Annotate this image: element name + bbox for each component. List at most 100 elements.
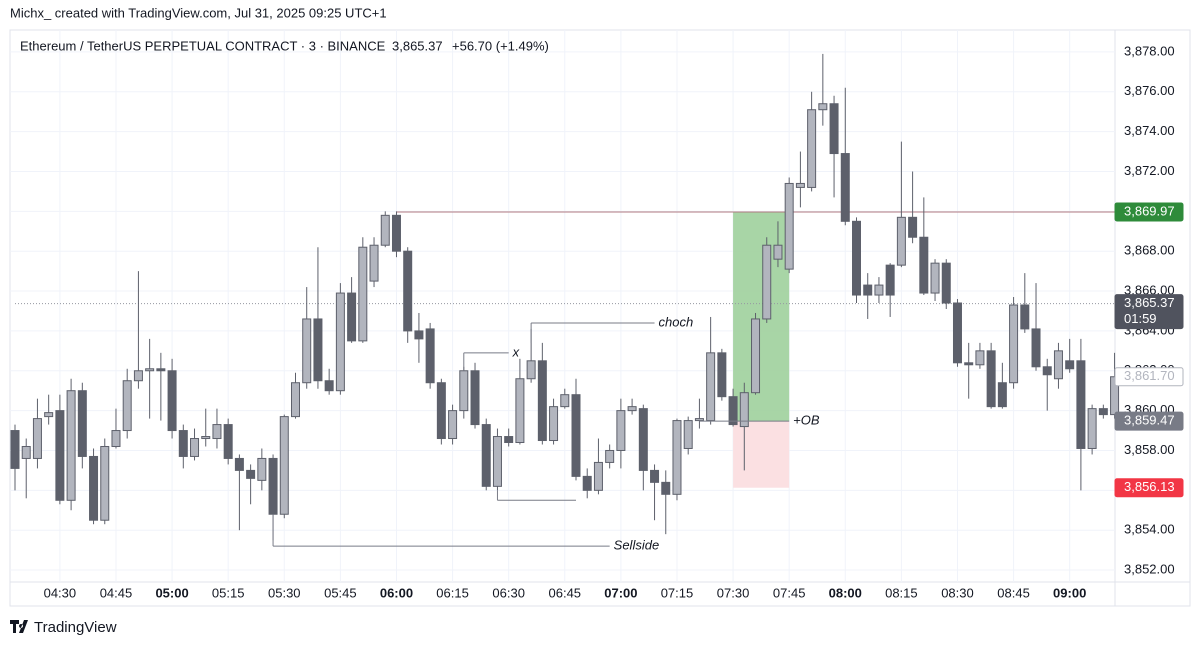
candle-body (324, 380, 334, 392)
brand: TradingView (34, 619, 117, 636)
candle-body (975, 350, 985, 366)
annotation-label: Sellside (614, 538, 660, 553)
candle-body (964, 362, 974, 366)
candle-body (313, 318, 323, 382)
candle-body (268, 457, 278, 515)
candle-body (852, 220, 861, 296)
candle-body (706, 352, 716, 422)
candle-body (627, 406, 637, 412)
x-tick-label: 08:30 (941, 585, 974, 600)
candle-body (448, 410, 458, 440)
candle-body (728, 396, 738, 426)
candle-body (593, 461, 603, 491)
y-tick-label: 3,872.00 (1124, 163, 1175, 178)
candle-body (77, 390, 87, 457)
candle-body (616, 410, 626, 451)
x-tick-label: 06:00 (380, 585, 413, 600)
candle-body (470, 370, 480, 426)
candle-body (1031, 328, 1041, 368)
price-label: 3,859.47 (1124, 413, 1175, 428)
price-label-box (1114, 411, 1184, 431)
candle-body (358, 246, 368, 342)
candle-body (391, 214, 401, 252)
candle-body (10, 430, 20, 469)
candle-body (190, 438, 200, 457)
candle-body (425, 328, 435, 384)
x-tick-label: 05:00 (155, 585, 188, 600)
candle-body (302, 318, 312, 384)
candle-body (21, 445, 31, 459)
candle-body (1053, 350, 1063, 380)
price-label: 3,865.37 (1124, 295, 1175, 310)
last-price: 3,865.37 (392, 38, 443, 53)
x-tick-label: 09:00 (1053, 585, 1086, 600)
candle-body (751, 318, 761, 394)
logo-mark (10, 620, 28, 633)
x-tick-label: 08:00 (829, 585, 862, 600)
candle-body (32, 418, 42, 459)
credit: Michx_ created with TradingView.com, Jul… (10, 5, 387, 20)
candle-body (795, 182, 805, 188)
x-tick-label: 07:45 (773, 585, 806, 600)
price-label: 3,856.13 (1124, 479, 1175, 494)
candle-body (212, 424, 222, 440)
candle-body (481, 424, 491, 487)
candle-body (605, 449, 615, 463)
candle-body (986, 350, 996, 408)
candle-body (650, 469, 660, 483)
candle-body (89, 455, 99, 521)
candle-body (145, 368, 155, 372)
candle-body (201, 436, 211, 440)
candle-body (537, 360, 547, 442)
candle-body (66, 390, 76, 501)
candle-body (840, 153, 850, 222)
candle-body (436, 382, 446, 440)
price-label-box (1114, 367, 1184, 387)
candle-body (739, 392, 749, 428)
position-profit (733, 211, 790, 422)
candle-body (694, 418, 704, 422)
candle-body (223, 424, 233, 459)
position-loss (733, 421, 790, 488)
change: +56.70 (+1.49%) (452, 38, 549, 53)
x-tick-label: 07:15 (661, 585, 694, 600)
candle-body (44, 412, 54, 418)
candle-body (1076, 360, 1086, 449)
price-label-box (1114, 478, 1184, 498)
candle-body (762, 244, 772, 320)
candle-body (919, 236, 929, 294)
y-tick-label: 3,858.00 (1124, 442, 1175, 457)
candle-body (380, 214, 390, 246)
y-tick-label: 3,876.00 (1124, 83, 1175, 98)
price-label-box (1114, 202, 1184, 222)
price-label: 3,861.70 (1124, 368, 1175, 383)
annotation-label: +OB (793, 413, 820, 428)
y-tick-label: 3,868.00 (1124, 243, 1175, 258)
candle-body (941, 262, 951, 304)
candle-body (156, 368, 166, 372)
candle-body (1065, 360, 1075, 370)
x-tick-label: 08:15 (885, 585, 918, 600)
candle-body (459, 370, 469, 412)
candle-body (549, 406, 559, 442)
candle-body (515, 378, 525, 444)
logo: TradingView (10, 619, 117, 636)
candle-body (167, 370, 177, 432)
y-tick-label: 3,854.00 (1124, 522, 1175, 537)
candle-body (930, 262, 940, 294)
symbol: Ethereum / TetherUS PERPETUAL CONTRACT ·… (20, 38, 386, 53)
x-tick-label: 04:45 (100, 585, 133, 600)
candle-body (403, 250, 413, 332)
candle-body (773, 244, 783, 260)
candle-body (347, 292, 357, 342)
x-tick-label: 05:30 (268, 585, 301, 600)
candle-body (582, 475, 592, 491)
x-tick-label: 06:15 (436, 585, 469, 600)
candle-body (257, 457, 267, 481)
candle-body (784, 182, 794, 270)
candle-body (863, 284, 873, 296)
candle-body (291, 382, 300, 418)
x-tick-label: 07:00 (604, 585, 637, 600)
candle-body (414, 330, 424, 340)
